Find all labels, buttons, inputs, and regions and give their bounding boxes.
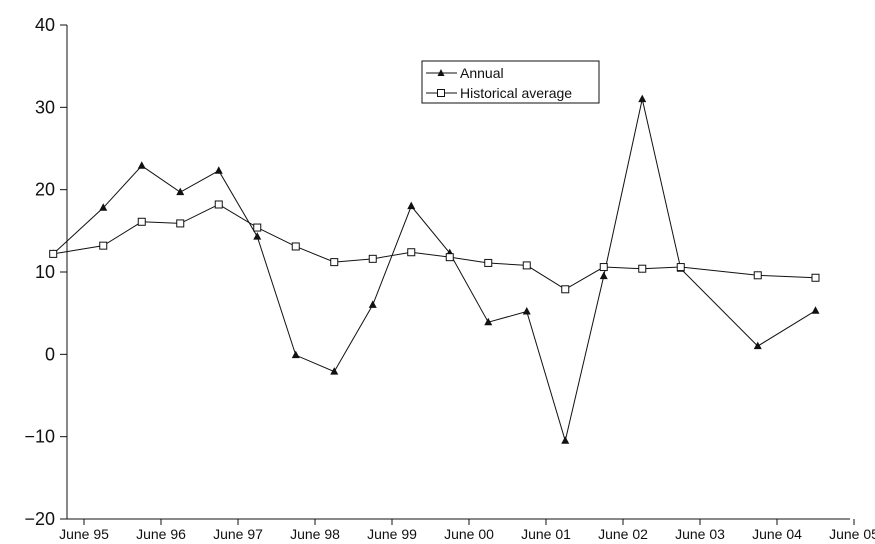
data-point-annual	[368, 300, 377, 308]
legend-box	[421, 60, 600, 104]
x-tick-label: June 00	[444, 526, 494, 542]
data-point-historical-average	[291, 242, 300, 251]
legend-marker-historical-average	[437, 89, 445, 97]
data-point-annual	[407, 201, 416, 210]
data-point-historical-average	[99, 241, 108, 250]
data-point-historical-average	[638, 264, 647, 273]
y-tick-label: −20	[24, 509, 55, 529]
y-tick-label: −10	[24, 427, 55, 447]
y-tick-label: 40	[35, 15, 55, 35]
data-point-historical-average	[253, 223, 262, 232]
data-point-historical-average	[484, 258, 493, 267]
data-point-historical-average	[445, 253, 454, 262]
data-point-annual	[599, 271, 608, 280]
legend-label-annual: Annual	[460, 65, 504, 81]
data-point-historical-average	[811, 273, 820, 282]
data-point-annual	[484, 317, 493, 326]
x-tick-label: June 97	[213, 526, 263, 542]
data-point-historical-average	[49, 249, 58, 258]
data-point-historical-average	[176, 219, 185, 228]
data-point-annual	[99, 203, 108, 211]
data-point-historical-average	[137, 217, 146, 226]
x-tick-label: June 99	[367, 526, 417, 542]
data-point-historical-average	[407, 248, 416, 257]
legend-entry-annual: Annual	[426, 65, 504, 81]
data-point-historical-average	[561, 285, 570, 294]
series-historical-average	[49, 200, 820, 294]
data-point-historical-average	[753, 271, 762, 280]
data-point-annual	[522, 307, 531, 315]
x-tick-label: June 03	[675, 526, 725, 542]
data-point-annual	[330, 367, 339, 375]
x-tick-label: June 05	[829, 526, 875, 542]
data-point-annual	[811, 306, 820, 314]
data-point-annual	[291, 350, 300, 359]
data-point-historical-average	[368, 254, 377, 263]
legend-label-historical-average: Historical average	[460, 85, 572, 101]
y-tick-label: 10	[35, 262, 55, 282]
x-tick-label: June 96	[136, 526, 186, 542]
data-point-historical-average	[599, 263, 608, 272]
x-tick-label: June 98	[290, 526, 340, 542]
data-point-annual	[638, 94, 647, 103]
series-layer	[49, 94, 820, 444]
series-line-historical-average	[53, 203, 816, 290]
data-point-historical-average	[676, 263, 685, 272]
y-tick-label: 0	[45, 344, 55, 364]
data-point-annual	[253, 232, 262, 240]
data-point-annual	[561, 436, 570, 444]
data-point-annual	[176, 187, 185, 196]
y-tick-label: 20	[35, 180, 55, 200]
data-point-historical-average	[330, 258, 339, 267]
data-point-historical-average	[214, 200, 223, 209]
legend-marker-annual	[437, 69, 445, 76]
legend: Annual Historical average	[421, 60, 600, 104]
x-tick-label: June 04	[752, 526, 802, 542]
x-tick-label: June 01	[521, 526, 571, 542]
x-tick-label: June 95	[59, 526, 109, 542]
series-line-annual	[52, 98, 816, 443]
data-point-annual	[137, 161, 146, 169]
data-point-annual	[753, 341, 762, 350]
legend-entry-historical-average: Historical average	[426, 85, 572, 101]
x-tick-label: June 02	[598, 526, 648, 542]
data-point-historical-average	[522, 261, 531, 270]
y-tick-label: 30	[35, 97, 55, 117]
data-point-annual	[214, 166, 223, 174]
